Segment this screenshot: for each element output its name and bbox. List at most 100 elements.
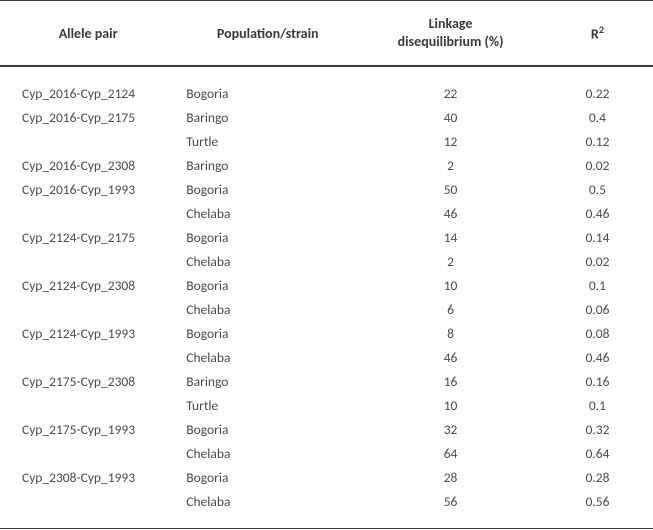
cell-linkage: 10 xyxy=(359,274,542,298)
cell-linkage: 40 xyxy=(359,106,542,130)
header-r2-prefix: R xyxy=(591,26,599,43)
cell-allele-pair: Cyp_2016-Cyp_2308 xyxy=(0,154,176,178)
cell-r2: 0.12 xyxy=(542,130,653,154)
linkage-table-container: Allele pair Population/strain Linkage di… xyxy=(0,0,653,529)
table-row: Cyp_2124-Cyp_1993Bogoria80.08 xyxy=(0,322,653,346)
table-row: Cyp_2016-Cyp_2124Bogoria220.22 xyxy=(0,66,653,106)
cell-population: Baringo xyxy=(176,370,359,394)
cell-r2: 0.16 xyxy=(542,370,653,394)
cell-linkage: 8 xyxy=(359,322,542,346)
cell-allele-pair xyxy=(0,394,176,418)
cell-allele-pair xyxy=(0,442,176,466)
cell-r2: 0.08 xyxy=(542,322,653,346)
cell-linkage: 46 xyxy=(359,346,542,370)
cell-linkage: 2 xyxy=(359,154,542,178)
header-linkage-line1: Linkage xyxy=(429,15,473,32)
table-row: Chelaba60.06 xyxy=(0,298,653,322)
table-row: Cyp_2175-Cyp_2308Baringo160.16 xyxy=(0,370,653,394)
table-row: Cyp_2124-Cyp_2308Bogoria100.1 xyxy=(0,274,653,298)
linkage-table: Allele pair Population/strain Linkage di… xyxy=(0,0,653,529)
cell-r2: 0.02 xyxy=(542,250,653,274)
cell-allele-pair xyxy=(0,490,176,529)
cell-allele-pair xyxy=(0,298,176,322)
cell-allele-pair: Cyp_2175-Cyp_2308 xyxy=(0,370,176,394)
cell-r2: 0.5 xyxy=(542,178,653,202)
cell-r2: 0.32 xyxy=(542,418,653,442)
cell-linkage: 56 xyxy=(359,490,542,529)
cell-r2: 0.06 xyxy=(542,298,653,322)
cell-population: Bogoria xyxy=(176,178,359,202)
cell-population: Bogoria xyxy=(176,466,359,490)
cell-linkage: 32 xyxy=(359,418,542,442)
cell-linkage: 64 xyxy=(359,442,542,466)
cell-r2: 0.46 xyxy=(542,202,653,226)
header-linkage-line2: disequilibrium (%) xyxy=(398,33,504,50)
cell-population: Bogoria xyxy=(176,418,359,442)
cell-r2: 0.1 xyxy=(542,394,653,418)
cell-linkage: 16 xyxy=(359,370,542,394)
cell-population: Baringo xyxy=(176,154,359,178)
cell-allele-pair xyxy=(0,130,176,154)
header-allele-pair: Allele pair xyxy=(0,1,176,67)
cell-linkage: 10 xyxy=(359,394,542,418)
cell-population: Chelaba xyxy=(176,490,359,529)
cell-population: Bogoria xyxy=(176,274,359,298)
table-row: Cyp_2016-Cyp_1993Bogoria500.5 xyxy=(0,178,653,202)
cell-r2: 0.22 xyxy=(542,66,653,106)
cell-linkage: 12 xyxy=(359,130,542,154)
table-row: Cyp_2016-Cyp_2175Baringo400.4 xyxy=(0,106,653,130)
cell-allele-pair: Cyp_2175-Cyp_1993 xyxy=(0,418,176,442)
table-row: Cyp_2308-Cyp_1993Bogoria280.28 xyxy=(0,466,653,490)
cell-population: Chelaba xyxy=(176,250,359,274)
cell-linkage: 14 xyxy=(359,226,542,250)
table-row: Turtle120.12 xyxy=(0,130,653,154)
table-row: Chelaba20.02 xyxy=(0,250,653,274)
cell-population: Bogoria xyxy=(176,226,359,250)
cell-r2: 0.28 xyxy=(542,466,653,490)
cell-population: Bogoria xyxy=(176,322,359,346)
header-r2: R2 xyxy=(542,1,653,67)
cell-allele-pair: Cyp_2016-Cyp_2175 xyxy=(0,106,176,130)
table-row: Cyp_2175-Cyp_1993Bogoria320.32 xyxy=(0,418,653,442)
cell-r2: 0.46 xyxy=(542,346,653,370)
cell-allele-pair xyxy=(0,250,176,274)
cell-allele-pair xyxy=(0,346,176,370)
table-row: Chelaba560.56 xyxy=(0,490,653,529)
cell-allele-pair: Cyp_2308-Cyp_1993 xyxy=(0,466,176,490)
cell-population: Baringo xyxy=(176,106,359,130)
cell-r2: 0.1 xyxy=(542,274,653,298)
header-population: Population/strain xyxy=(176,1,359,67)
cell-linkage: 2 xyxy=(359,250,542,274)
cell-r2: 0.56 xyxy=(542,490,653,529)
cell-r2: 0.4 xyxy=(542,106,653,130)
cell-population: Chelaba xyxy=(176,346,359,370)
cell-population: Chelaba xyxy=(176,298,359,322)
cell-population: Chelaba xyxy=(176,202,359,226)
cell-allele-pair: Cyp_2124-Cyp_2308 xyxy=(0,274,176,298)
cell-allele-pair: Cyp_2016-Cyp_1993 xyxy=(0,178,176,202)
header-linkage: Linkage disequilibrium (%) xyxy=(359,1,542,67)
cell-r2: 0.02 xyxy=(542,154,653,178)
table-body: Cyp_2016-Cyp_2124Bogoria220.22Cyp_2016-C… xyxy=(0,66,653,529)
cell-r2: 0.14 xyxy=(542,226,653,250)
table-row: Cyp_2124-Cyp_2175Bogoria140.14 xyxy=(0,226,653,250)
cell-allele-pair xyxy=(0,202,176,226)
cell-population: Turtle xyxy=(176,130,359,154)
table-row: Cyp_2016-Cyp_2308Baringo20.02 xyxy=(0,154,653,178)
cell-allele-pair: Cyp_2124-Cyp_2175 xyxy=(0,226,176,250)
cell-allele-pair: Cyp_2016-Cyp_2124 xyxy=(0,66,176,106)
cell-linkage: 6 xyxy=(359,298,542,322)
cell-population: Turtle xyxy=(176,394,359,418)
table-row: Turtle100.1 xyxy=(0,394,653,418)
cell-linkage: 22 xyxy=(359,66,542,106)
table-row: Chelaba460.46 xyxy=(0,202,653,226)
cell-linkage: 50 xyxy=(359,178,542,202)
cell-allele-pair: Cyp_2124-Cyp_1993 xyxy=(0,322,176,346)
cell-population: Bogoria xyxy=(176,66,359,106)
table-row: Chelaba640.64 xyxy=(0,442,653,466)
table-row: Chelaba460.46 xyxy=(0,346,653,370)
cell-r2: 0.64 xyxy=(542,442,653,466)
cell-linkage: 46 xyxy=(359,202,542,226)
header-r2-sup: 2 xyxy=(599,23,604,36)
header-row: Allele pair Population/strain Linkage di… xyxy=(0,1,653,67)
